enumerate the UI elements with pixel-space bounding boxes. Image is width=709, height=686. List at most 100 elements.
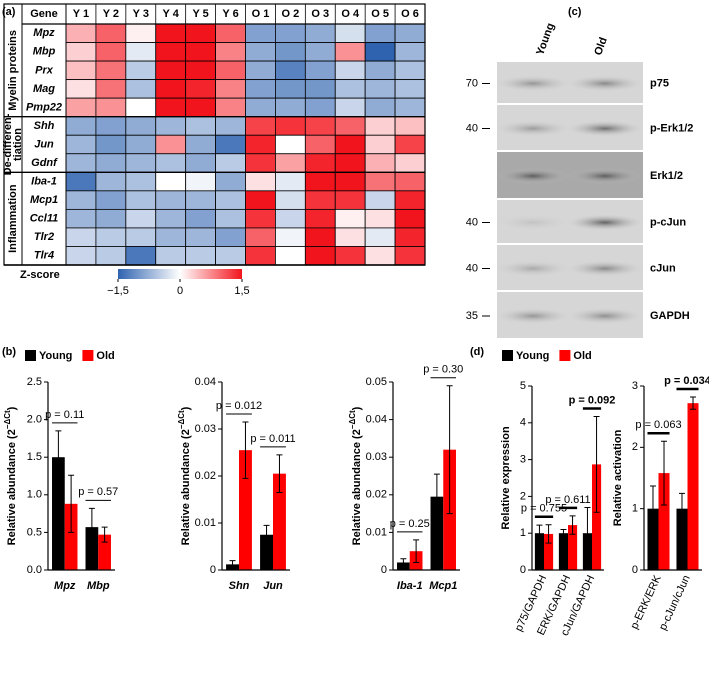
y-axis-label: Relative abundance (2−ΔCt) — [348, 406, 363, 545]
heatmap-cell — [65, 246, 97, 266]
heatmap-cell — [155, 246, 187, 266]
heatmap-cell — [215, 116, 246, 136]
colorbar — [118, 269, 242, 279]
heatmap-cell — [394, 134, 426, 155]
p-value: p = 0.012 — [216, 400, 262, 412]
heatmap-cell — [304, 153, 336, 173]
bar — [52, 457, 65, 570]
heatmap-cell — [95, 153, 127, 173]
blot-band — [567, 308, 643, 324]
y-tick-label: 0.02 — [366, 489, 387, 501]
row-label: Tlr4 — [34, 250, 54, 262]
heatmap-cell — [215, 153, 246, 173]
heatmap-cell — [334, 153, 366, 173]
heatmap-cell — [364, 116, 396, 136]
heatmap-cell — [185, 246, 216, 266]
group-label: tiation — [12, 128, 24, 161]
y-axis-label-text: Relative abundance (2 — [351, 429, 363, 545]
heatmap-cell — [275, 190, 306, 210]
heatmap-cell — [155, 79, 187, 99]
heatmap-cell — [304, 42, 336, 62]
heatmap-cell — [334, 97, 366, 118]
heatmap-cell — [155, 42, 187, 62]
y-tick-label: 2 — [520, 490, 526, 502]
y-tick-label: 0 — [520, 564, 526, 576]
blot-band — [567, 168, 643, 184]
heatmap-cell — [95, 171, 127, 192]
heatmap-cell — [394, 23, 426, 43]
y-axis-label: Relative abundance (2−ΔCt) — [3, 406, 18, 545]
blot-marker: 40 — [466, 216, 478, 228]
heatmap-cell — [95, 190, 127, 210]
group-label: Myelin proteins — [7, 30, 19, 111]
heatmap-cell — [275, 227, 306, 247]
x-tick-label: Jun — [263, 580, 283, 592]
heatmap-cell — [185, 60, 216, 81]
legend-swatch — [559, 350, 571, 361]
bar — [430, 496, 444, 570]
heatmap-cell — [334, 60, 366, 81]
heatmap-cell — [215, 97, 246, 118]
y-axis-label-sup: −ΔCt — [3, 410, 12, 429]
p-value: p = 0.092 — [569, 394, 616, 406]
heatmap-cell — [65, 79, 97, 99]
y-axis-label-text: Relative abundance (2 — [6, 429, 18, 545]
heatmap-cell — [155, 60, 187, 81]
y-tick-label: 0.02 — [195, 470, 216, 482]
row-label: Mbp — [33, 46, 56, 58]
heatmap-cell — [215, 227, 246, 247]
y-tick-label: 0.04 — [366, 414, 387, 426]
heatmap-cell — [364, 60, 396, 81]
blot-band — [495, 75, 571, 92]
heatmap-cell — [185, 42, 216, 62]
y-tick-label: 0 — [381, 564, 387, 576]
y-tick-label: 0.05 — [366, 376, 387, 388]
error-bar — [242, 421, 249, 479]
heatmap-cell — [65, 116, 97, 136]
heatmap-cell — [394, 153, 426, 173]
error-bar — [545, 524, 552, 544]
heatmap-cell — [65, 134, 97, 155]
heatmap-cell — [394, 190, 426, 210]
row-label: Mpz — [33, 27, 55, 39]
heatmap-cell — [215, 190, 246, 210]
panel-label: (b) — [2, 346, 16, 358]
heatmap-cell — [394, 79, 426, 99]
column-label: Y 5 — [192, 8, 208, 20]
heatmap-cell — [155, 116, 187, 136]
bar — [558, 533, 568, 570]
bar — [273, 473, 286, 570]
legend-swatch — [502, 350, 513, 361]
y-tick-label: 0.03 — [366, 451, 387, 463]
heatmap-cell — [304, 227, 336, 247]
blot-band-label: p-Erk1/2 — [650, 122, 693, 134]
heatmap-cell — [125, 23, 157, 43]
colorbar-tick-label: −1,5 — [107, 285, 129, 297]
column-label: O 1 — [252, 8, 270, 20]
blot-band-label: p75 — [650, 77, 669, 89]
column-label: O 6 — [401, 8, 419, 20]
heatmap-cell — [394, 246, 426, 266]
heatmap-cell — [245, 153, 276, 173]
row-label: Pmp22 — [26, 101, 62, 113]
bar — [85, 527, 99, 570]
heatmap-cell — [65, 153, 97, 173]
y-tick-label: 0.0 — [27, 564, 42, 576]
heatmap-cell — [364, 42, 396, 62]
panel-label: (a) — [2, 6, 16, 18]
heatmap-cell — [185, 97, 216, 118]
heatmap-cell — [155, 23, 187, 43]
heatmap-cell — [125, 171, 157, 192]
heatmap-cell — [334, 227, 366, 247]
heatmap-cell — [364, 246, 396, 266]
heatmap-cell — [304, 134, 336, 155]
heatmap-cell — [245, 227, 276, 247]
error-bar — [661, 440, 668, 506]
heatmap-cell — [95, 227, 127, 247]
x-tick-label: Shn — [229, 580, 250, 592]
heatmap-cell — [185, 227, 216, 247]
p-value: p = 0.611 — [545, 494, 590, 506]
heatmap-cell — [394, 171, 426, 192]
y-tick-label: 1.0 — [27, 489, 42, 501]
blot-band — [567, 75, 643, 92]
